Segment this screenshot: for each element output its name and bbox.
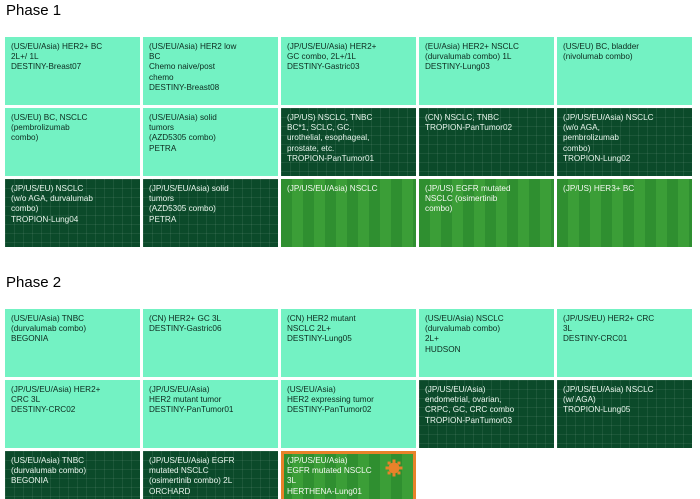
trial-text: (JP/US/EU/Asia) HER2+ GC combo, 2L+/1L D… xyxy=(287,42,377,72)
trial-text: (JP/US/EU/Asia) endometrial, ovarian, CR… xyxy=(425,385,515,425)
phase1-title: Phase 1 xyxy=(6,2,62,19)
trial-text: (JP/US/EU) NSCLC (w/o AGA, durvalumab co… xyxy=(11,184,93,224)
trial-cell: (JP/US) HER3+ BC xyxy=(557,179,692,247)
trial-text: (US/EU/Asia) HER2+ BC 2L+/ 1L DESTINY-Br… xyxy=(11,42,103,72)
trial-text: (JP/US/EU/Asia) NSCLC (w/o AGA, pembroli… xyxy=(563,113,654,163)
trial-text: (US/EU) BC, NSCLC (pembrolizumab combo) xyxy=(11,113,88,143)
trial-text: (JP/US/EU/Asia) EGFR mutated NSCLC (osim… xyxy=(149,456,235,496)
trial-cell: (JP/US/EU/Asia) EGFR mutated NSCLC (osim… xyxy=(143,451,278,499)
trial-cell: (US/EU/Asia) HER2 expressing tumor DESTI… xyxy=(281,380,416,448)
trial-text: (US/EU/Asia) solid tumors (AZD5305 combo… xyxy=(149,113,217,153)
trial-cell: (JP/US/EU/Asia) HER2 mutant tumor DESTIN… xyxy=(143,380,278,448)
trial-cell: (JP/US/EU) HER2+ CRC 3L DESTINY-CRC01 xyxy=(557,309,692,377)
trial-cell: (US/EU/Asia) HER2+ BC 2L+/ 1L DESTINY-Br… xyxy=(5,37,140,105)
trial-text: (US/EU/Asia) NSCLC (durvalumab combo) 2L… xyxy=(425,314,504,354)
trial-text: (US/EU/Asia) TNBC (durvalumab combo) BEG… xyxy=(11,314,87,344)
trial-text: (JP/US/EU/Asia) HER2+ CRC 3L DESTINY-CRC… xyxy=(11,385,101,415)
trial-text: (US/EU/Asia) HER2 expressing tumor DESTI… xyxy=(287,385,374,415)
trial-text: (JP/US/EU) HER2+ CRC 3L DESTINY-CRC01 xyxy=(563,314,655,344)
trial-cell: (JP/US) NSCLC, TNBC BC*1, SCLC, GC, urot… xyxy=(281,108,416,176)
trial-cell: (CN) NSCLC, TNBC TROPION-PanTumor02 xyxy=(419,108,554,176)
trial-cell: (US/EU) BC, NSCLC (pembrolizumab combo) xyxy=(5,108,140,176)
trial-text: (JP/US/EU/Asia) HER2 mutant tumor DESTIN… xyxy=(149,385,234,415)
trial-cell: (JP/US/EU/Asia) HER2+ CRC 3L DESTINY-CRC… xyxy=(5,380,140,448)
trial-text: (JP/US/EU/Asia) NSCLC (w/ AGA) TROPION-L… xyxy=(563,385,654,415)
trial-text: (JP/US/EU/Asia) NSCLC xyxy=(287,184,378,193)
trial-text: (JP/US) NSCLC, TNBC BC*1, SCLC, GC, urot… xyxy=(287,113,375,163)
trial-text: (JP/US) EGFR mutated NSCLC (osimertinib … xyxy=(425,184,511,214)
trial-cell: (JP/US/EU/Asia) endometrial, ovarian, CR… xyxy=(419,380,554,448)
trial-text: (JP/US/EU/Asia) solid tumors (AZD5305 co… xyxy=(149,184,229,224)
trial-text: (US/EU) BC, bladder (nivolumab combo) xyxy=(563,42,639,62)
trial-cell: (JP/US/EU/Asia) EGFR mutated NSCLC 3L HE… xyxy=(281,451,416,499)
trial-cell: (JP/US) EGFR mutated NSCLC (osimertinib … xyxy=(419,179,554,247)
trial-text: (JP/US) HER3+ BC xyxy=(563,184,635,193)
trial-text: (JP/US/EU/Asia) EGFR mutated NSCLC 3L HE… xyxy=(287,456,372,496)
phase2-grid: (US/EU/Asia) TNBC (durvalumab combo) BEG… xyxy=(5,309,692,499)
trial-cell: (US/EU/Asia) HER2 low BC Chemo naive/pos… xyxy=(143,37,278,105)
breakthrough-badge-icon xyxy=(385,459,403,477)
trial-text: (US/EU/Asia) TNBC (durvalumab combo) BEG… xyxy=(11,456,87,486)
trial-text: (US/EU/Asia) HER2 low BC Chemo naive/pos… xyxy=(149,42,237,92)
trial-cell: (US/EU) BC, bladder (nivolumab combo) xyxy=(557,37,692,105)
trial-cell: (JP/US/EU/Asia) solid tumors (AZD5305 co… xyxy=(143,179,278,247)
trial-cell: (EU/Asia) HER2+ NSCLC (durvalumab combo)… xyxy=(419,37,554,105)
trial-text: (EU/Asia) HER2+ NSCLC (durvalumab combo)… xyxy=(425,42,519,72)
trial-cell: (US/EU/Asia) TNBC (durvalumab combo) BEG… xyxy=(5,451,140,499)
trial-cell: (CN) HER2 mutant NSCLC 2L+ DESTINY-Lung0… xyxy=(281,309,416,377)
trial-cell: (US/EU/Asia) solid tumors (AZD5305 combo… xyxy=(143,108,278,176)
trial-text: (CN) NSCLC, TNBC TROPION-PanTumor02 xyxy=(425,113,513,133)
trial-cell: (JP/US/EU/Asia) NSCLC xyxy=(281,179,416,247)
trial-cell: (US/EU/Asia) NSCLC (durvalumab combo) 2L… xyxy=(419,309,554,377)
trial-cell: (JP/US/EU/Asia) NSCLC (w/ AGA) TROPION-L… xyxy=(557,380,692,448)
phase2-title: Phase 2 xyxy=(6,274,62,291)
trial-cell: (US/EU/Asia) TNBC (durvalumab combo) BEG… xyxy=(5,309,140,377)
trial-cell: (JP/US/EU/Asia) NSCLC (w/o AGA, pembroli… xyxy=(557,108,692,176)
trial-cell: (JP/US/EU) NSCLC (w/o AGA, durvalumab co… xyxy=(5,179,140,247)
trial-text: (CN) HER2+ GC 3L DESTINY-Gastric06 xyxy=(149,314,222,334)
trial-text: (CN) HER2 mutant NSCLC 2L+ DESTINY-Lung0… xyxy=(287,314,356,344)
trial-cell: (JP/US/EU/Asia) HER2+ GC combo, 2L+/1L D… xyxy=(281,37,416,105)
phase1-grid: (US/EU/Asia) HER2+ BC 2L+/ 1L DESTINY-Br… xyxy=(5,37,692,247)
trial-cell: (CN) HER2+ GC 3L DESTINY-Gastric06 xyxy=(143,309,278,377)
